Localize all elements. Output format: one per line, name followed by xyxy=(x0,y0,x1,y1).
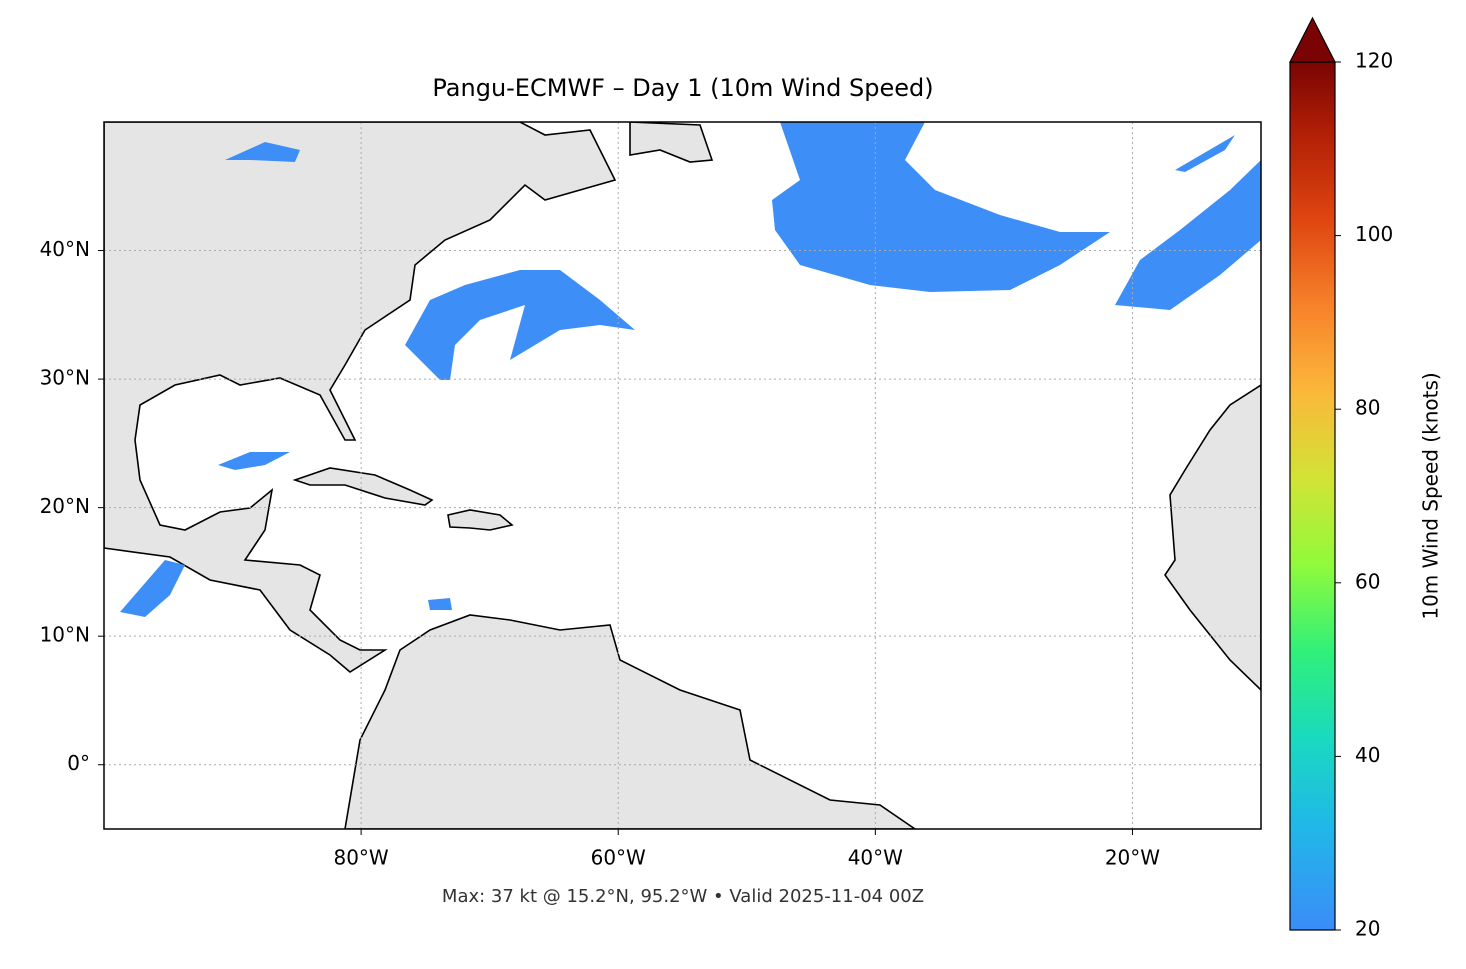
colorbar-tick-label: 60 xyxy=(1355,569,1380,593)
colorbar-tick-label: 80 xyxy=(1355,396,1380,420)
wind-region xyxy=(1175,135,1235,172)
wind-region xyxy=(772,122,1110,292)
wind-region xyxy=(1115,160,1261,310)
colorbar xyxy=(1289,61,1336,931)
colorbar-tick-label: 120 xyxy=(1355,49,1393,73)
cuba xyxy=(292,467,434,506)
south-america xyxy=(344,614,917,829)
wind-region xyxy=(428,598,452,610)
africa xyxy=(1164,384,1261,692)
y-tick-label: 30°N xyxy=(40,366,90,390)
colorbar-tick-label: 100 xyxy=(1355,222,1393,246)
north-america xyxy=(104,122,617,673)
y-tick-label: 40°N xyxy=(40,237,90,261)
y-tick-label: 10°N xyxy=(40,623,90,647)
colorbar-tick-label: 20 xyxy=(1355,917,1380,941)
wind-region xyxy=(225,142,300,162)
colorbar-tick-label: 40 xyxy=(1355,743,1380,767)
chart-title: Pangu-ECMWF – Day 1 (10m Wind Speed) xyxy=(432,74,933,102)
footnote: Max: 37 kt @ 15.2°N, 95.2°W • Valid 2025… xyxy=(442,886,924,907)
x-tick-label: 20°W xyxy=(1105,846,1160,870)
wind-region xyxy=(405,270,635,380)
map-area xyxy=(104,122,1261,829)
colorbar-label: 10m Wind Speed (knots) xyxy=(1419,372,1443,619)
x-tick-label: 80°W xyxy=(333,846,388,870)
wind-region xyxy=(120,560,185,617)
y-tick-label: 0° xyxy=(67,751,90,775)
y-tick-label: 20°N xyxy=(40,494,90,518)
wind-region xyxy=(218,452,290,470)
x-tick-label: 40°W xyxy=(848,846,903,870)
map-frame xyxy=(103,121,1262,830)
x-tick-label: 60°W xyxy=(591,846,646,870)
hispaniola xyxy=(447,509,514,531)
newfoundland xyxy=(629,122,714,163)
colorbar-extend xyxy=(1289,16,1336,63)
